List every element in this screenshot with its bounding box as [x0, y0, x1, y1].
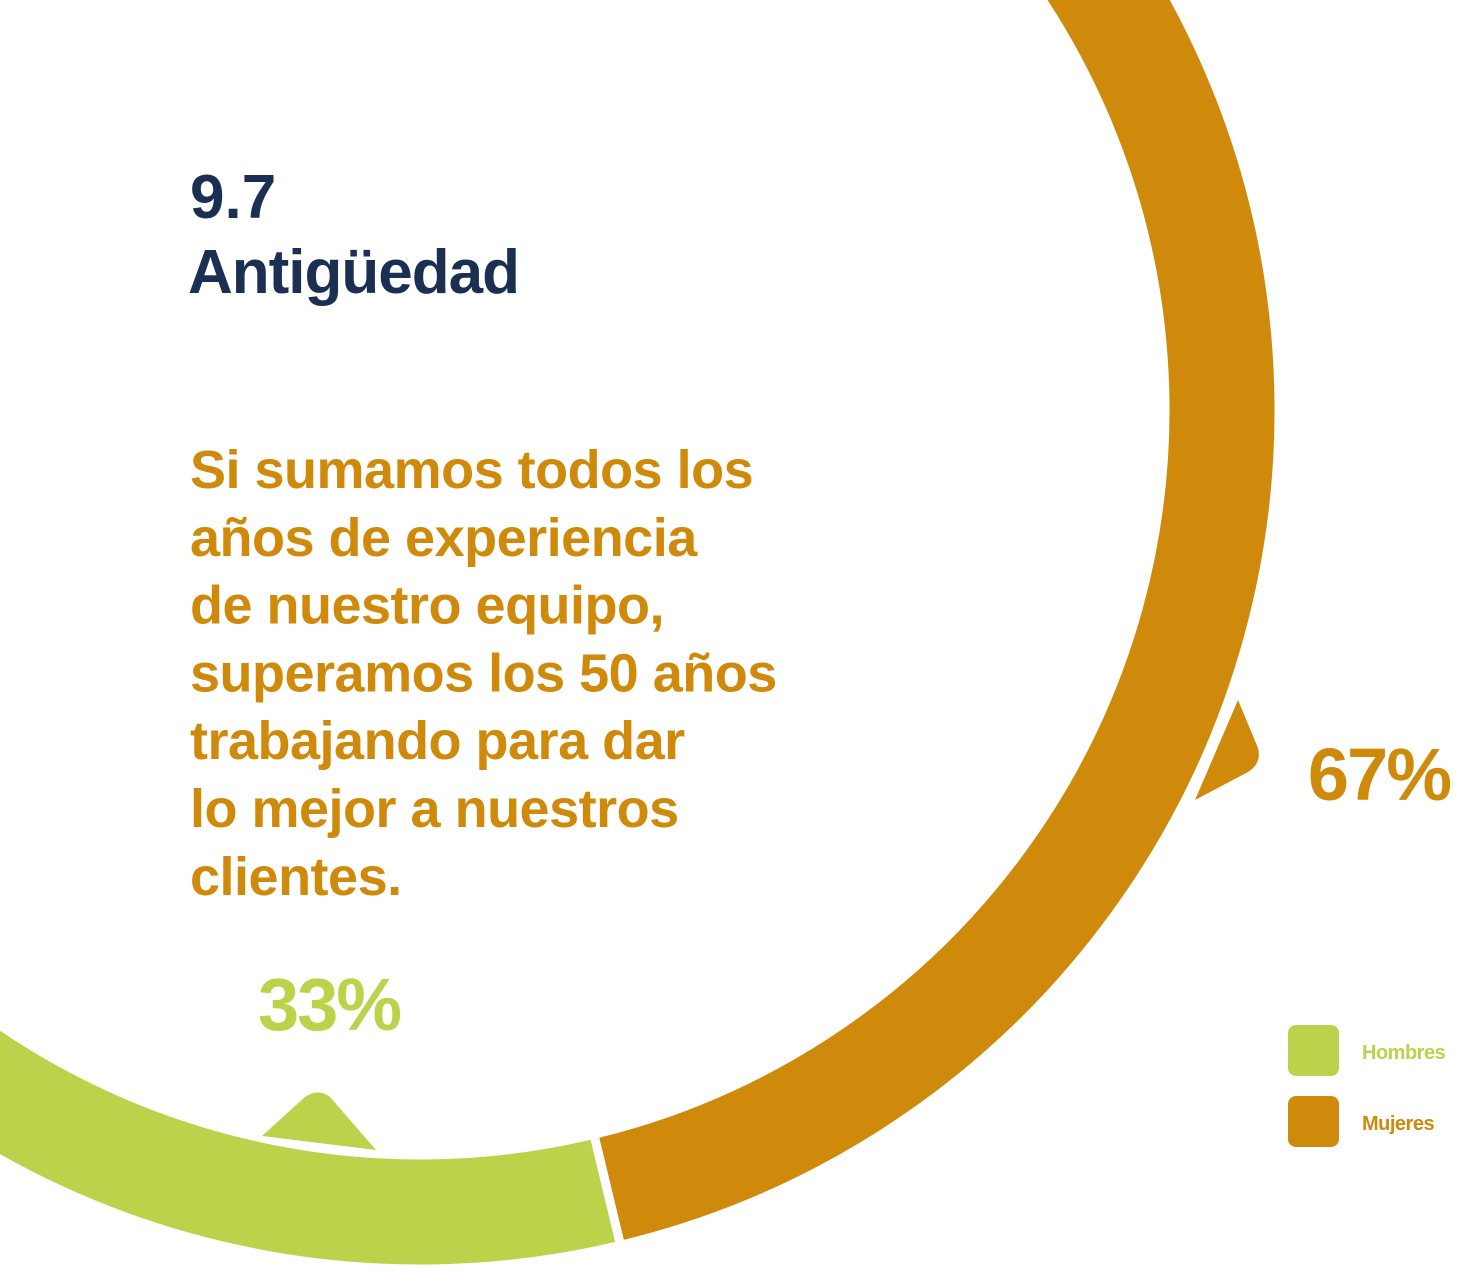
body-text-line: años de experiencia [190, 508, 698, 568]
donut-segment [594, 0, 1275, 1241]
body-text-line: superamos los 50 años [190, 643, 777, 703]
body-text-line: de nuestro equipo, [190, 576, 664, 636]
value-label: 67% [1308, 733, 1450, 816]
value-label: 33% [258, 963, 400, 1046]
body-text-line: trabajando para dar [190, 711, 685, 771]
legend-label: Mujeres [1362, 1113, 1434, 1135]
chart-title: Antigüedad [188, 238, 519, 307]
body-text-line: lo mejor a nuestros [190, 779, 679, 839]
segment-separator [589, 1132, 626, 1247]
pointer [262, 1092, 376, 1150]
legend-swatch [1288, 1096, 1339, 1147]
section-number: 9.7 [190, 163, 276, 232]
legend-label: Hombres [1362, 1042, 1446, 1064]
body-text-line: Si sumamos todos los [190, 440, 753, 500]
legend-swatch [1288, 1025, 1339, 1076]
body-text-line: clientes. [190, 847, 402, 907]
pointer [1195, 700, 1259, 800]
donut-segment [0, 1030, 620, 1265]
